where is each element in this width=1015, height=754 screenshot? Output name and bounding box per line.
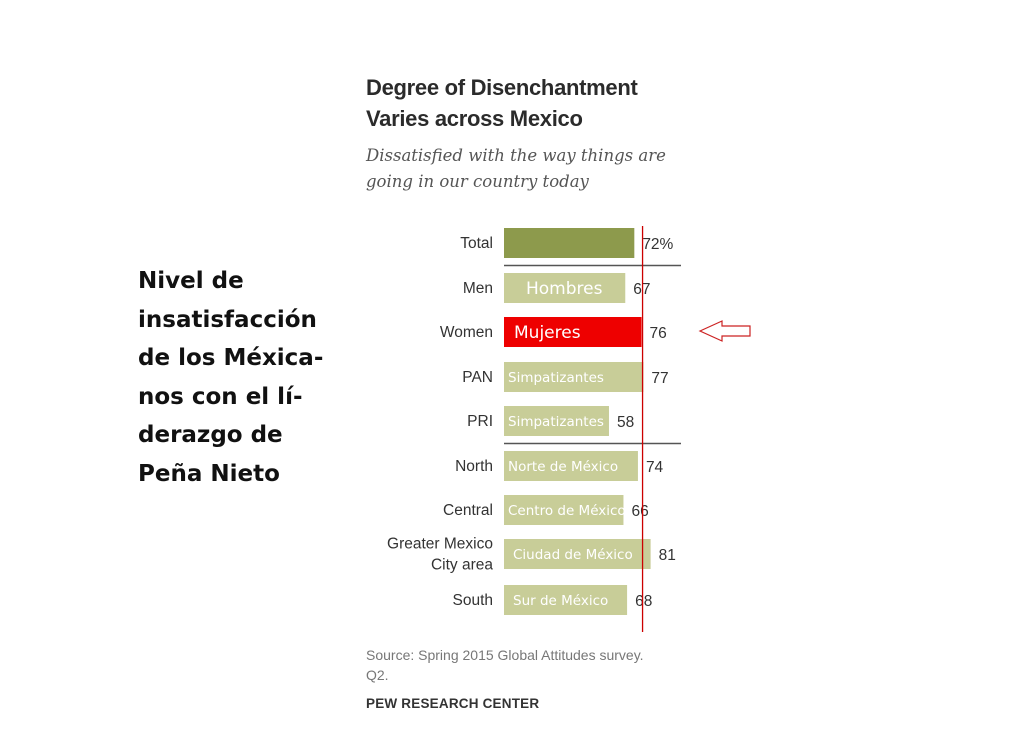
- bar: [504, 317, 642, 347]
- bar-overlay-label: Mujeres: [514, 323, 581, 343]
- bar-overlay-label: Simpatizantes: [508, 370, 604, 386]
- bar: [504, 362, 644, 392]
- chart-source-line: Q2.: [366, 667, 389, 683]
- bar: [504, 273, 626, 303]
- side-caption-line: de los Méxica-: [138, 345, 324, 371]
- category-label: PRI: [467, 413, 493, 430]
- value-label: 58: [617, 414, 634, 431]
- value-label: 72%: [642, 236, 673, 253]
- chart-title: Degree of Disenchantment Varies across M…: [366, 72, 638, 134]
- category-label: Central: [443, 502, 493, 519]
- chart-title-line: Degree of Disenchantment: [366, 75, 638, 100]
- value-label: 81: [659, 547, 676, 564]
- chart-subtitle: Dissatisfied with the way things are goi…: [366, 143, 666, 195]
- value-label: 66: [631, 503, 648, 520]
- chart-source: Source: Spring 2015 Global Attitudes sur…: [366, 645, 644, 685]
- category-label: Total: [460, 235, 493, 252]
- value-label: 68: [635, 593, 652, 610]
- chart-source-line: Source: Spring 2015 Global Attitudes sur…: [366, 647, 644, 663]
- organization-credit: PEW RESEARCH CENTER: [366, 696, 540, 711]
- category-label: PAN: [462, 369, 493, 386]
- bar: [504, 228, 635, 258]
- value-label: 76: [650, 325, 667, 342]
- chart-title-line: Varies across Mexico: [366, 106, 583, 131]
- category-label: North: [455, 458, 493, 475]
- bar-overlay-label: Ciudad de México: [513, 547, 633, 563]
- bar-overlay-label: Simpatizantes: [508, 414, 604, 430]
- annotation-arrow-icon: [698, 320, 751, 342]
- bar-overlay-label: Norte de México: [508, 459, 618, 475]
- category-label: Women: [440, 324, 493, 341]
- bar: [504, 451, 638, 481]
- bar-overlay-label: Sur de México: [513, 593, 608, 609]
- bar-overlay-label: Hombres: [526, 279, 603, 299]
- category-label: Men: [463, 280, 493, 297]
- category-label: Greater Mexico City area: [387, 536, 493, 574]
- bar: [504, 539, 651, 569]
- value-label: 67: [633, 281, 650, 298]
- chart-subtitle-line: Dissatisfied with the way things are: [366, 146, 666, 165]
- category-label: South: [452, 592, 493, 609]
- side-caption-line: Peña Nieto: [138, 460, 280, 487]
- side-caption-line: nos con el lí-: [138, 383, 303, 410]
- bar: [504, 406, 609, 436]
- value-label: 74: [646, 459, 664, 476]
- chart-subtitle-line: going in our country today: [366, 172, 589, 191]
- bar: [504, 585, 628, 615]
- side-caption-line: Nivel de: [138, 268, 244, 294]
- bar: [504, 495, 624, 525]
- side-caption-line: derazgo de: [138, 422, 283, 448]
- value-label: 77: [651, 370, 668, 387]
- side-caption: Nivel de insatisfacción de los Méxica- n…: [138, 262, 358, 493]
- bar-overlay-label: Centro de México: [508, 503, 626, 519]
- side-caption-line: insatisfacción: [138, 306, 317, 333]
